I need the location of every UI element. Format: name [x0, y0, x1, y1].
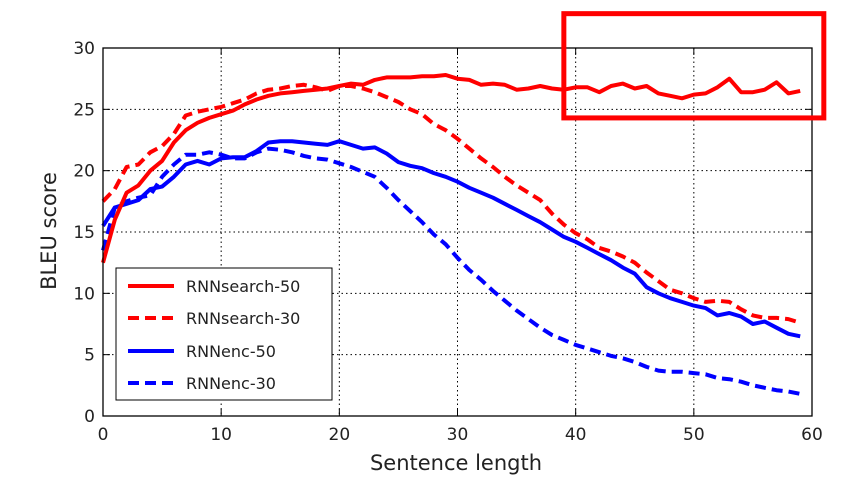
- legend: RNNsearch-50 RNNsearch-30 RNNenc-50 RNNe…: [115, 267, 333, 401]
- y-tick-label: 5: [84, 346, 95, 366]
- x-tick-label: 30: [447, 425, 469, 445]
- plot-frame: [102, 47, 813, 417]
- series-lines: [101, 73, 801, 396]
- legend-label-rnnenc-30: RNNenc-30: [186, 374, 276, 393]
- x-axis-label: Sentence length: [370, 451, 542, 475]
- series-line-rnnsearch-30: [101, 82, 801, 325]
- x-tick-label: 60: [801, 425, 823, 445]
- legend-label-rnnsearch-30: RNNsearch-30: [186, 309, 300, 328]
- series-line-rnnenc-30: [101, 146, 801, 396]
- highlight-box: [561, 11, 827, 121]
- y-tick-label: 10: [73, 284, 95, 304]
- legend-box: [115, 267, 333, 401]
- y-tick-label: 30: [73, 39, 95, 59]
- x-tick-label: 40: [565, 425, 587, 445]
- x-tick-label: 20: [329, 425, 351, 445]
- y-tick-labels: 0 5 10 15 20 25 30: [73, 39, 95, 427]
- y-tick-label: 15: [73, 223, 95, 243]
- x-tick-label: 0: [98, 425, 109, 445]
- series-line-rnnenc-50: [101, 139, 801, 339]
- y-axis-label: BLEU score: [37, 172, 61, 290]
- legend-label-rnnsearch-50: RNNsearch-50: [186, 277, 300, 296]
- legend-label-rnnenc-50: RNNenc-50: [186, 342, 276, 361]
- y-tick-label: 20: [73, 162, 95, 182]
- y-tick-label: 0: [84, 407, 95, 427]
- x-tick-labels: 0 10 20 30 40 50 60: [98, 425, 823, 445]
- series-line-rnnsearch-50: [101, 73, 801, 264]
- x-tick-label: 10: [210, 425, 232, 445]
- y-tick-label: 25: [73, 100, 95, 120]
- x-tick-label: 50: [683, 425, 705, 445]
